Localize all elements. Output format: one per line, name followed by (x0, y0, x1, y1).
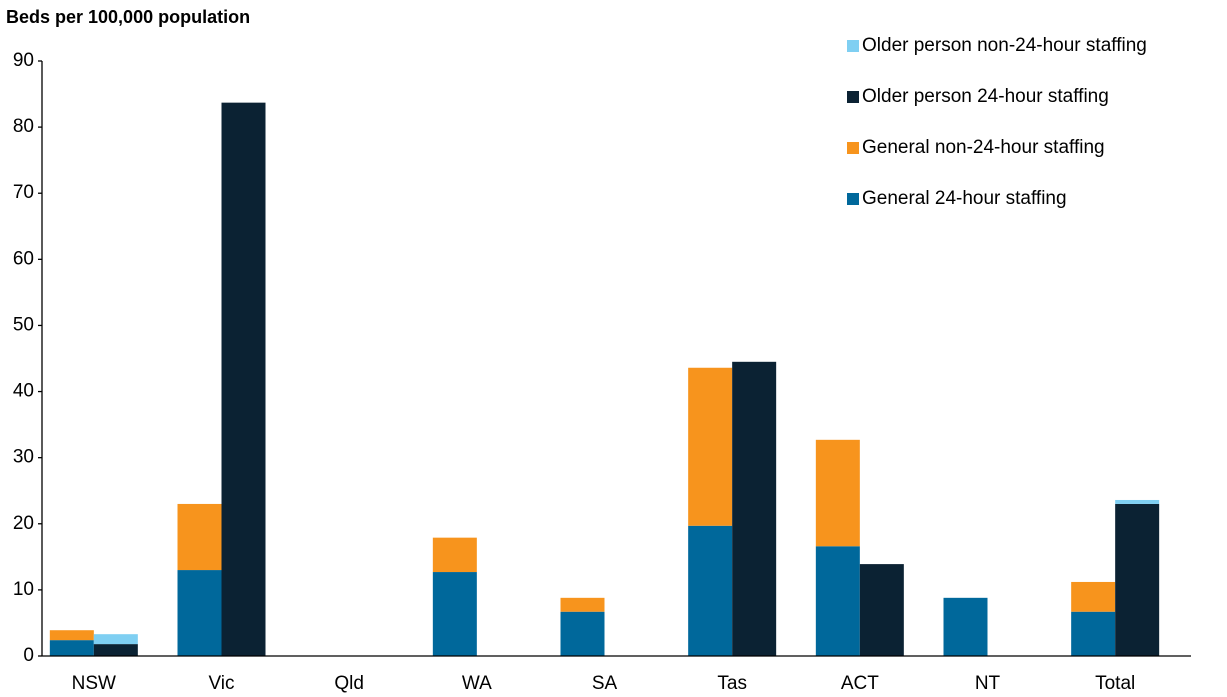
bar-segment (943, 597, 988, 656)
bar-segment (177, 503, 222, 571)
bar-segment (560, 611, 605, 656)
bar-segment (688, 367, 733, 526)
y-tick-label: 10 (13, 579, 34, 600)
x-tick-label: NSW (72, 673, 116, 694)
legend-label: General non-24-hour staffing (862, 137, 1105, 158)
x-tick-label: Qld (334, 673, 364, 694)
bar-segment (177, 570, 222, 656)
y-tick-label: 0 (23, 645, 34, 666)
bar-segment (49, 640, 94, 656)
x-tick-label: Tas (717, 673, 747, 694)
x-tick-label: Total (1095, 673, 1135, 694)
bar-segment (221, 102, 266, 656)
bar-segment (1115, 499, 1160, 504)
bar-segment (1071, 611, 1116, 656)
bar-segment (49, 630, 94, 641)
y-tick-label: 60 (13, 248, 34, 269)
x-tick-label: WA (462, 673, 492, 694)
y-tick-label: 70 (13, 182, 34, 203)
bar-segment (432, 537, 477, 573)
legend-label: Older person non-24-hour staffing (862, 35, 1147, 56)
legend-label: General 24-hour staffing (862, 188, 1067, 209)
legend-swatch (847, 40, 859, 52)
y-tick-label: 80 (13, 116, 34, 137)
y-tick-label: 40 (13, 381, 34, 402)
legend-swatch (847, 142, 859, 154)
x-tick-label: ACT (841, 673, 879, 694)
bar-segment (859, 564, 904, 656)
bar-segment (815, 546, 860, 656)
bar-segment (815, 439, 860, 547)
bar-segment (1071, 581, 1116, 612)
y-tick-label: 30 (13, 447, 34, 468)
bar-segment (93, 634, 138, 645)
legend-swatch (847, 91, 859, 103)
bar-segment (1115, 503, 1160, 656)
y-tick-label: 90 (13, 50, 34, 71)
bar-segment (560, 597, 605, 612)
bar-segment (432, 572, 477, 656)
bar-segment (732, 361, 777, 656)
x-tick-label: Vic (208, 673, 234, 694)
x-tick-label: SA (592, 673, 618, 694)
y-tick-label: 50 (13, 314, 34, 335)
y-tick-label: 20 (13, 513, 34, 534)
bar-segment (93, 644, 138, 656)
y-axis-title: Beds per 100,000 population (6, 7, 250, 27)
legend-swatch (847, 193, 859, 205)
legend-label: Older person 24-hour staffing (862, 86, 1109, 107)
x-tick-label: NT (975, 673, 1001, 694)
bar-segment (688, 525, 733, 656)
